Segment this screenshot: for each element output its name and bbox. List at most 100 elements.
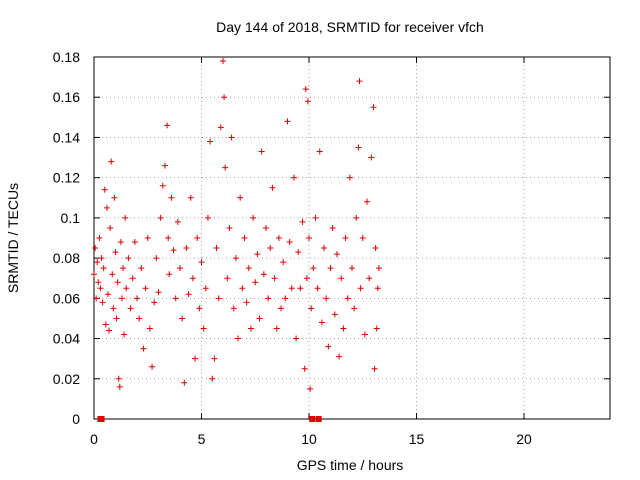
x-tick-label: 0 bbox=[90, 431, 98, 447]
data-point bbox=[304, 98, 311, 105]
data-point bbox=[103, 204, 110, 211]
data-point bbox=[149, 363, 156, 370]
data-point bbox=[230, 305, 237, 312]
data-point bbox=[170, 247, 177, 254]
data-point bbox=[258, 148, 265, 155]
data-point bbox=[153, 255, 160, 262]
y-tick-label: 0.16 bbox=[53, 89, 80, 105]
data-point bbox=[204, 214, 211, 221]
data-point bbox=[164, 122, 171, 129]
y-tick-label: 0.12 bbox=[53, 170, 80, 186]
data-point bbox=[222, 164, 229, 171]
data-point bbox=[243, 299, 250, 306]
data-point bbox=[189, 275, 196, 282]
data-point bbox=[123, 285, 130, 292]
data-point bbox=[112, 249, 119, 256]
data-point bbox=[107, 224, 114, 231]
data-point bbox=[138, 265, 145, 272]
data-point bbox=[224, 275, 231, 282]
data-point bbox=[312, 214, 319, 221]
data-point bbox=[194, 235, 201, 241]
y-tick-label: 0.18 bbox=[53, 49, 80, 65]
data-point bbox=[159, 182, 166, 189]
data-point bbox=[275, 235, 282, 241]
data-point bbox=[161, 162, 168, 169]
data-point bbox=[349, 265, 355, 272]
data-point bbox=[99, 299, 106, 306]
data-point bbox=[265, 295, 272, 302]
data-point bbox=[346, 174, 353, 181]
data-point bbox=[100, 265, 107, 272]
data-point bbox=[122, 214, 129, 221]
x-axis-title: GPS time / hours bbox=[297, 457, 404, 473]
data-point bbox=[127, 305, 134, 312]
data-point bbox=[280, 259, 287, 266]
data-point bbox=[368, 154, 375, 161]
data-point bbox=[310, 265, 317, 272]
data-point bbox=[372, 245, 379, 252]
data-point bbox=[211, 355, 218, 362]
x-tick-label: 10 bbox=[301, 431, 317, 447]
data-point bbox=[97, 285, 104, 292]
data-point bbox=[115, 375, 122, 382]
plot-frame bbox=[93, 56, 611, 420]
data-point bbox=[117, 239, 124, 246]
data-point bbox=[252, 279, 259, 286]
data-point bbox=[94, 259, 101, 266]
data-point bbox=[155, 289, 162, 296]
data-point bbox=[374, 285, 381, 292]
data-point bbox=[96, 235, 103, 241]
y-tick-label: 0.04 bbox=[53, 331, 80, 347]
data-point bbox=[297, 285, 304, 292]
data-point bbox=[371, 365, 378, 372]
data-point bbox=[196, 305, 203, 312]
data-point bbox=[209, 375, 216, 382]
data-point bbox=[355, 144, 362, 151]
data-point bbox=[302, 86, 309, 93]
data-point bbox=[95, 279, 102, 286]
data-point bbox=[286, 239, 293, 246]
data-point bbox=[140, 345, 147, 352]
data-point bbox=[241, 235, 248, 241]
data-point bbox=[338, 275, 345, 282]
data-point bbox=[181, 379, 188, 386]
data-point bbox=[121, 331, 128, 338]
data-point bbox=[146, 325, 153, 332]
data-point bbox=[151, 299, 158, 306]
data-point bbox=[177, 265, 183, 272]
data-point bbox=[351, 305, 358, 312]
data-point bbox=[333, 251, 340, 258]
data-point bbox=[267, 245, 274, 252]
data-point bbox=[98, 255, 105, 262]
zero-point bbox=[309, 416, 316, 422]
data-point bbox=[256, 315, 263, 322]
data-points bbox=[91, 58, 382, 422]
data-point bbox=[134, 295, 140, 302]
data-point bbox=[217, 124, 224, 131]
data-point bbox=[295, 249, 302, 256]
data-point bbox=[101, 186, 108, 193]
data-point bbox=[364, 198, 371, 205]
data-point bbox=[232, 255, 239, 262]
data-point bbox=[370, 104, 377, 111]
data-point bbox=[228, 134, 235, 141]
data-point bbox=[187, 194, 194, 201]
data-point bbox=[273, 325, 280, 332]
y-tick-label: 0.06 bbox=[53, 290, 80, 306]
data-point bbox=[109, 271, 116, 278]
data-point bbox=[375, 265, 382, 272]
data-point bbox=[102, 321, 109, 328]
data-point bbox=[323, 295, 330, 302]
data-point bbox=[260, 271, 267, 278]
data-point bbox=[293, 335, 300, 342]
data-point bbox=[179, 315, 186, 322]
data-point bbox=[247, 325, 254, 332]
data-point bbox=[120, 265, 127, 272]
data-point bbox=[183, 245, 190, 252]
data-point bbox=[361, 331, 368, 338]
data-point bbox=[307, 385, 314, 392]
zero-point bbox=[315, 416, 322, 422]
data-point bbox=[106, 327, 113, 334]
data-point bbox=[316, 148, 323, 155]
